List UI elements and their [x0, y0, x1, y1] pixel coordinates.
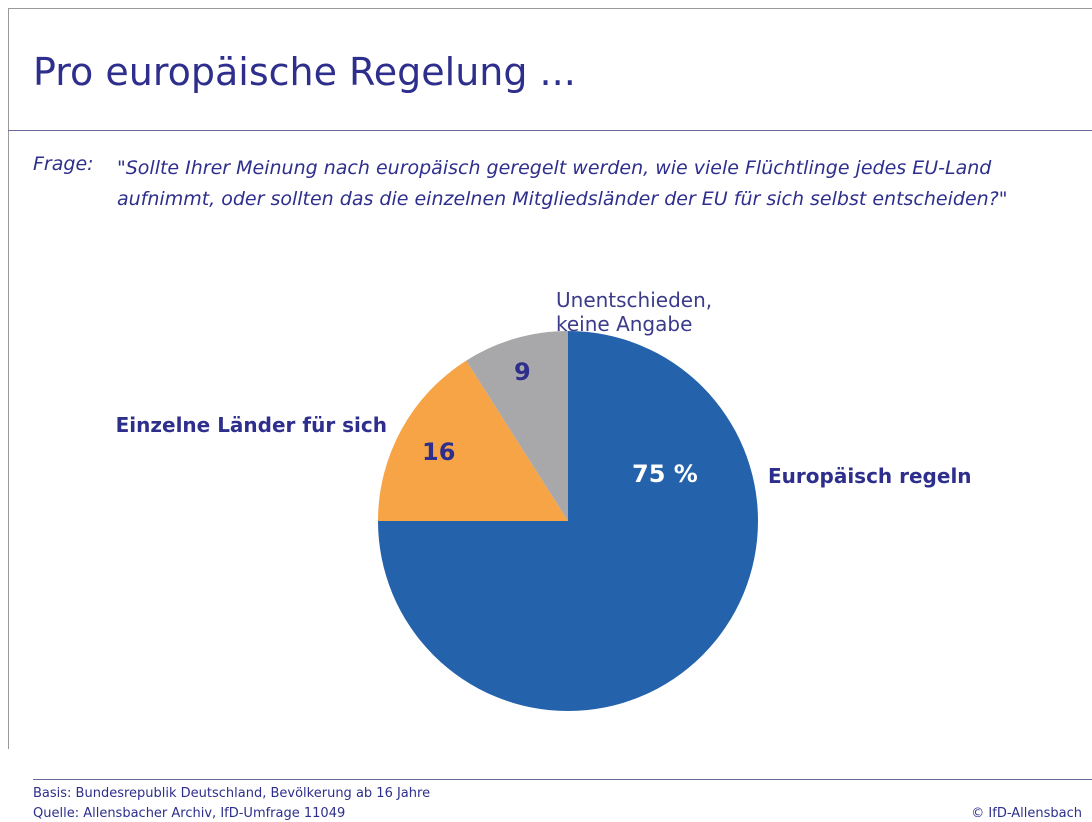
- question-label: Frage:: [33, 153, 94, 175]
- category-label: Unentschieden, keine Angabe: [556, 288, 713, 336]
- footer-basis: Basis: Bundesrepublik Deutschland, Bevöl…: [33, 786, 431, 801]
- footer-source: Quelle: Allensbacher Archiv, IfD-Umfrage…: [33, 806, 346, 821]
- question-text: "Sollte Ihrer Meinung nach europäisch ge…: [117, 157, 1008, 210]
- category-label: Einzelne Länder für sich: [115, 413, 387, 437]
- value-label: 16: [422, 438, 456, 466]
- value-label: 75 %: [632, 460, 698, 488]
- separator: [8, 130, 1092, 131]
- footer-copyright: © IfD-Allensbach: [971, 806, 1082, 821]
- value-label: 9: [514, 358, 531, 386]
- pie-slice: [378, 360, 568, 521]
- category-label: Europäisch regeln: [768, 464, 972, 488]
- title: Pro europäische Regelung ...: [33, 50, 576, 94]
- frame: [8, 8, 1092, 749]
- pie-slice: [466, 331, 568, 521]
- footer-line: [33, 779, 1092, 780]
